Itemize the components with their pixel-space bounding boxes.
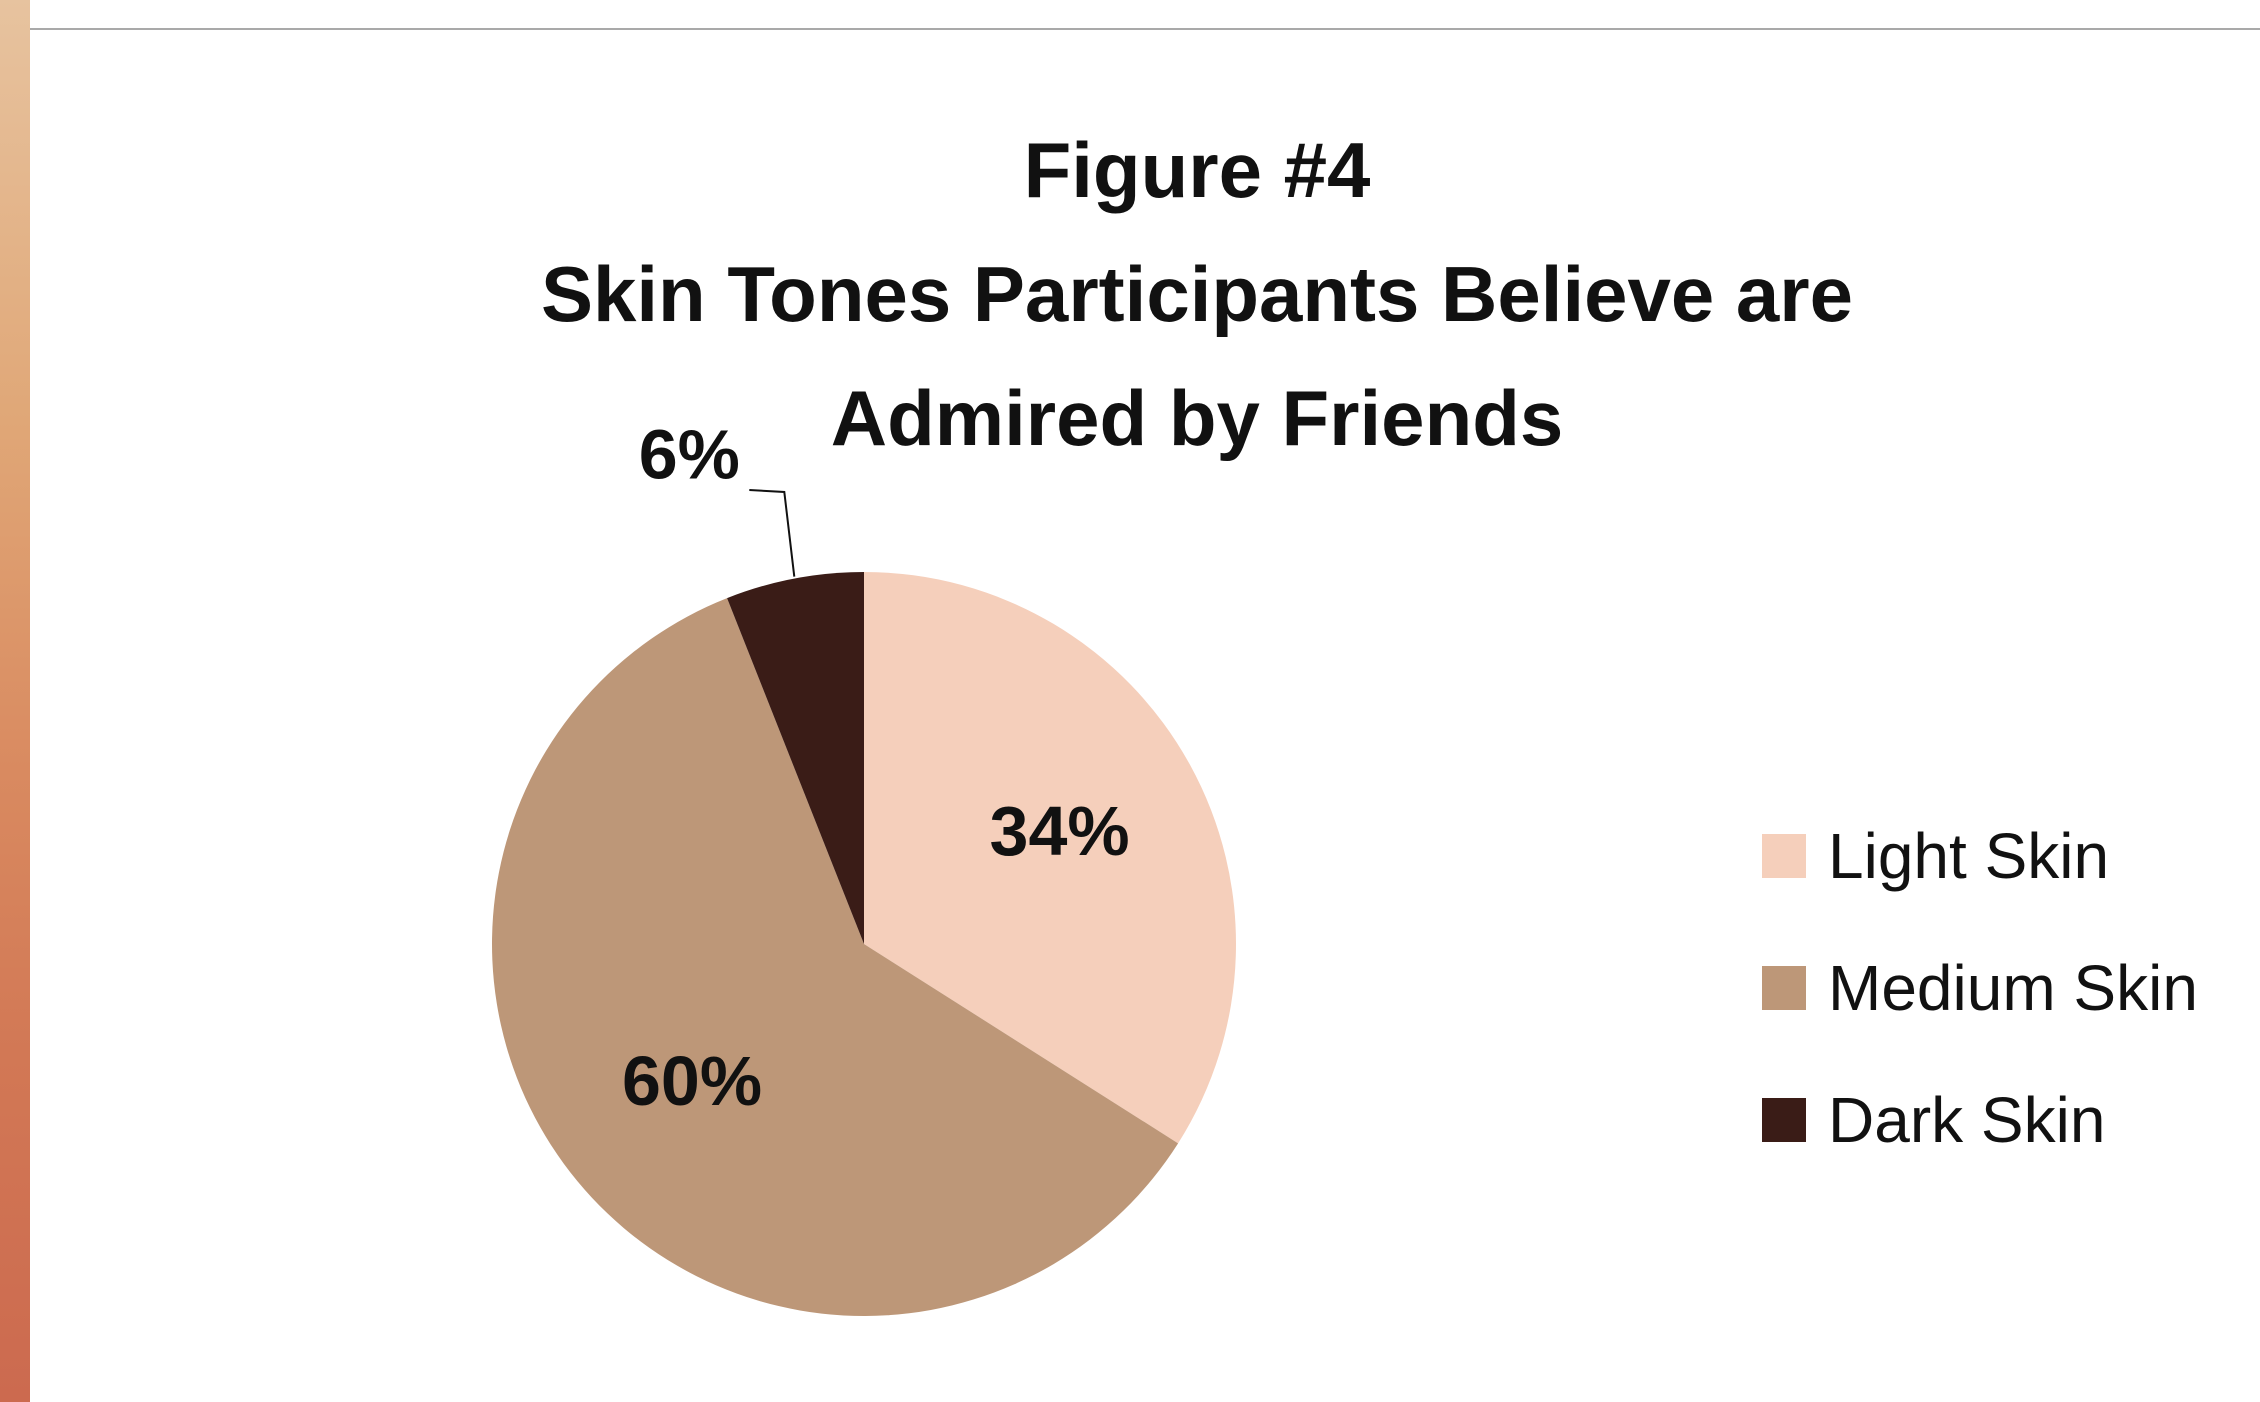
data-label-dark-skin: 6% [639,415,740,493]
chart-title-line-3: Admired by Friends [830,374,1564,462]
pie-slice-medium-skin [491,598,1179,1317]
legend-label-dark-skin: Dark Skin [1828,1084,2106,1156]
legend-swatch-medium-skin [1762,966,1806,1010]
chart-title: Figure #4 Skin Tones Participants Believ… [32,108,2260,480]
pie-slice-light-skin [864,572,1236,1144]
legend-item-light-skin: Light Skin [1762,790,2198,922]
legend-label-light-skin: Light Skin [1828,820,2110,892]
data-label-medium-skin: 60% [622,1042,762,1120]
chart-legend: Light Skin Medium Skin Dark Skin [1762,790,2198,1186]
leader-line-dark-skin [749,489,796,577]
chart-title-line-1: Figure #4 [1023,126,1371,214]
decorative-left-strip [0,0,30,1402]
top-border [30,0,2260,30]
chart-area: Figure #4 Skin Tones Participants Believ… [32,30,2260,1402]
legend-swatch-light-skin [1762,834,1806,878]
legend-item-dark-skin: Dark Skin [1762,1054,2198,1186]
pie-slice-dark-skin [727,572,864,944]
legend-item-medium-skin: Medium Skin [1762,922,2198,1054]
pie-chart: 34% 60% 6% [491,415,1236,1317]
legend-swatch-dark-skin [1762,1098,1806,1142]
chart-title-line-2: Skin Tones Participants Believe are [540,250,1854,338]
data-label-light-skin: 34% [990,792,1130,870]
legend-label-medium-skin: Medium Skin [1828,952,2198,1024]
